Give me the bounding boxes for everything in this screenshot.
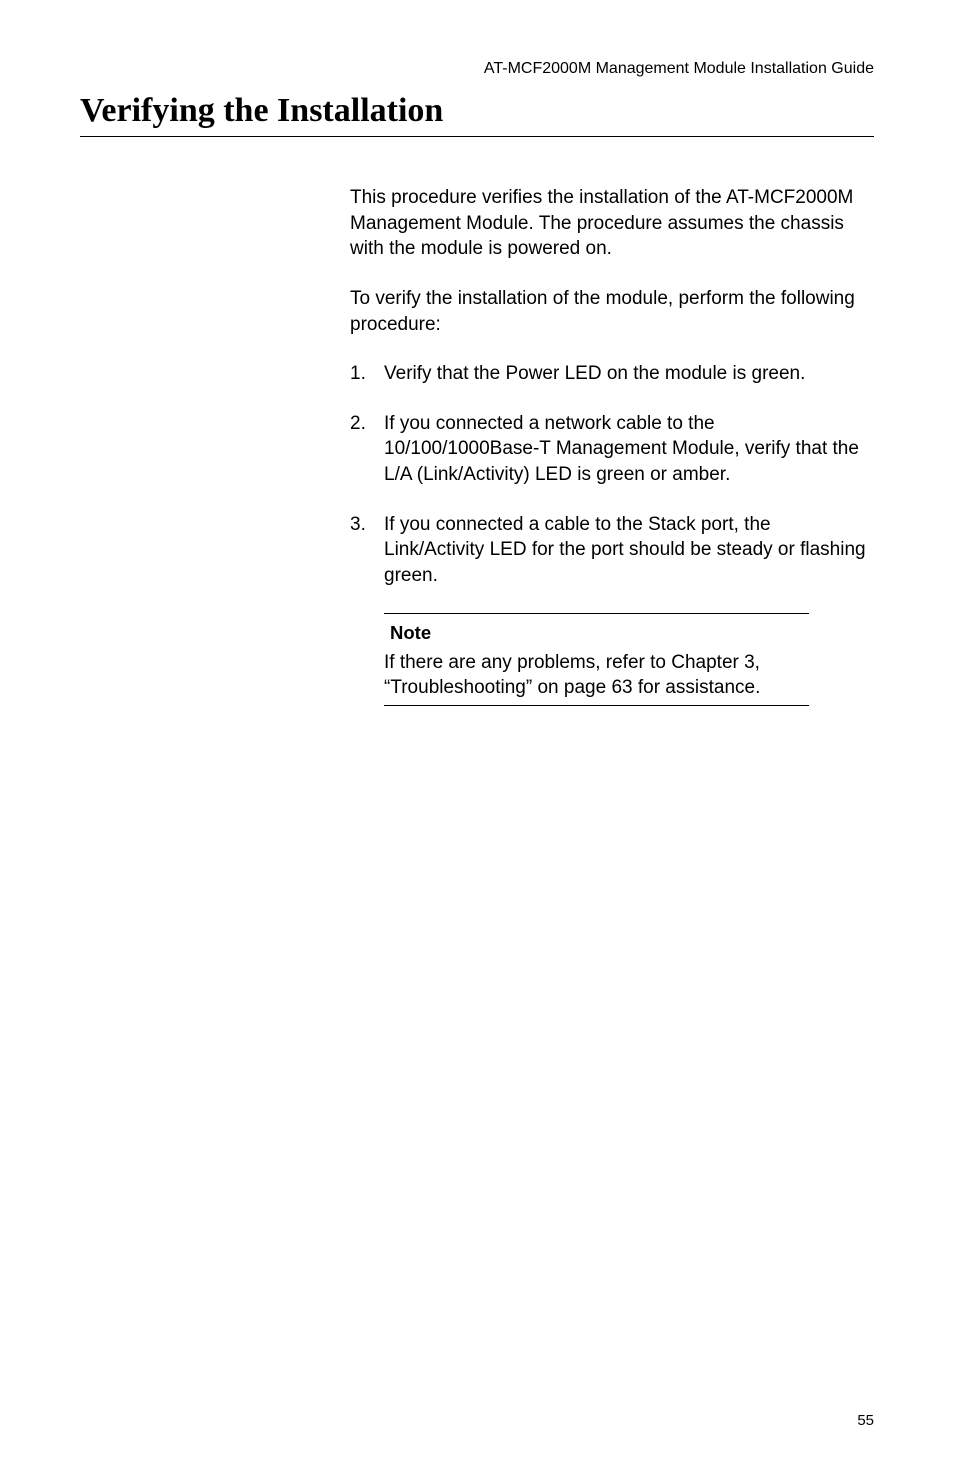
item-text: Verify that the Power LED on the module …: [384, 361, 874, 387]
item-text: If you connected a cable to the Stack po…: [384, 512, 874, 589]
page-title: Verifying the Installation: [80, 92, 874, 130]
note-divider-top: [384, 613, 809, 614]
item-text: If you connected a network cable to the …: [384, 411, 874, 488]
note-text: If there are any problems, refer to Chap…: [384, 650, 874, 701]
item-number: 1.: [350, 361, 384, 387]
intro-paragraph-2: To verify the installation of the module…: [350, 286, 874, 337]
page-number: 55: [857, 1412, 874, 1429]
list-item: 3. If you connected a cable to the Stack…: [350, 512, 874, 589]
intro-paragraph-1: This procedure verifies the installation…: [350, 185, 874, 262]
heading-divider: [80, 136, 874, 137]
item-number: 2.: [350, 411, 384, 488]
content-body: This procedure verifies the installation…: [80, 185, 874, 706]
procedure-steps: 1. Verify that the Power LED on the modu…: [350, 361, 874, 588]
list-item: 2. If you connected a network cable to t…: [350, 411, 874, 488]
list-item: 1. Verify that the Power LED on the modu…: [350, 361, 874, 387]
header-guide-title: AT-MCF2000M Management Module Installati…: [80, 60, 874, 78]
note-block: Note If there are any problems, refer to…: [350, 613, 874, 706]
note-label: Note: [384, 622, 874, 644]
note-divider-bottom: [384, 705, 809, 706]
item-number: 3.: [350, 512, 384, 589]
